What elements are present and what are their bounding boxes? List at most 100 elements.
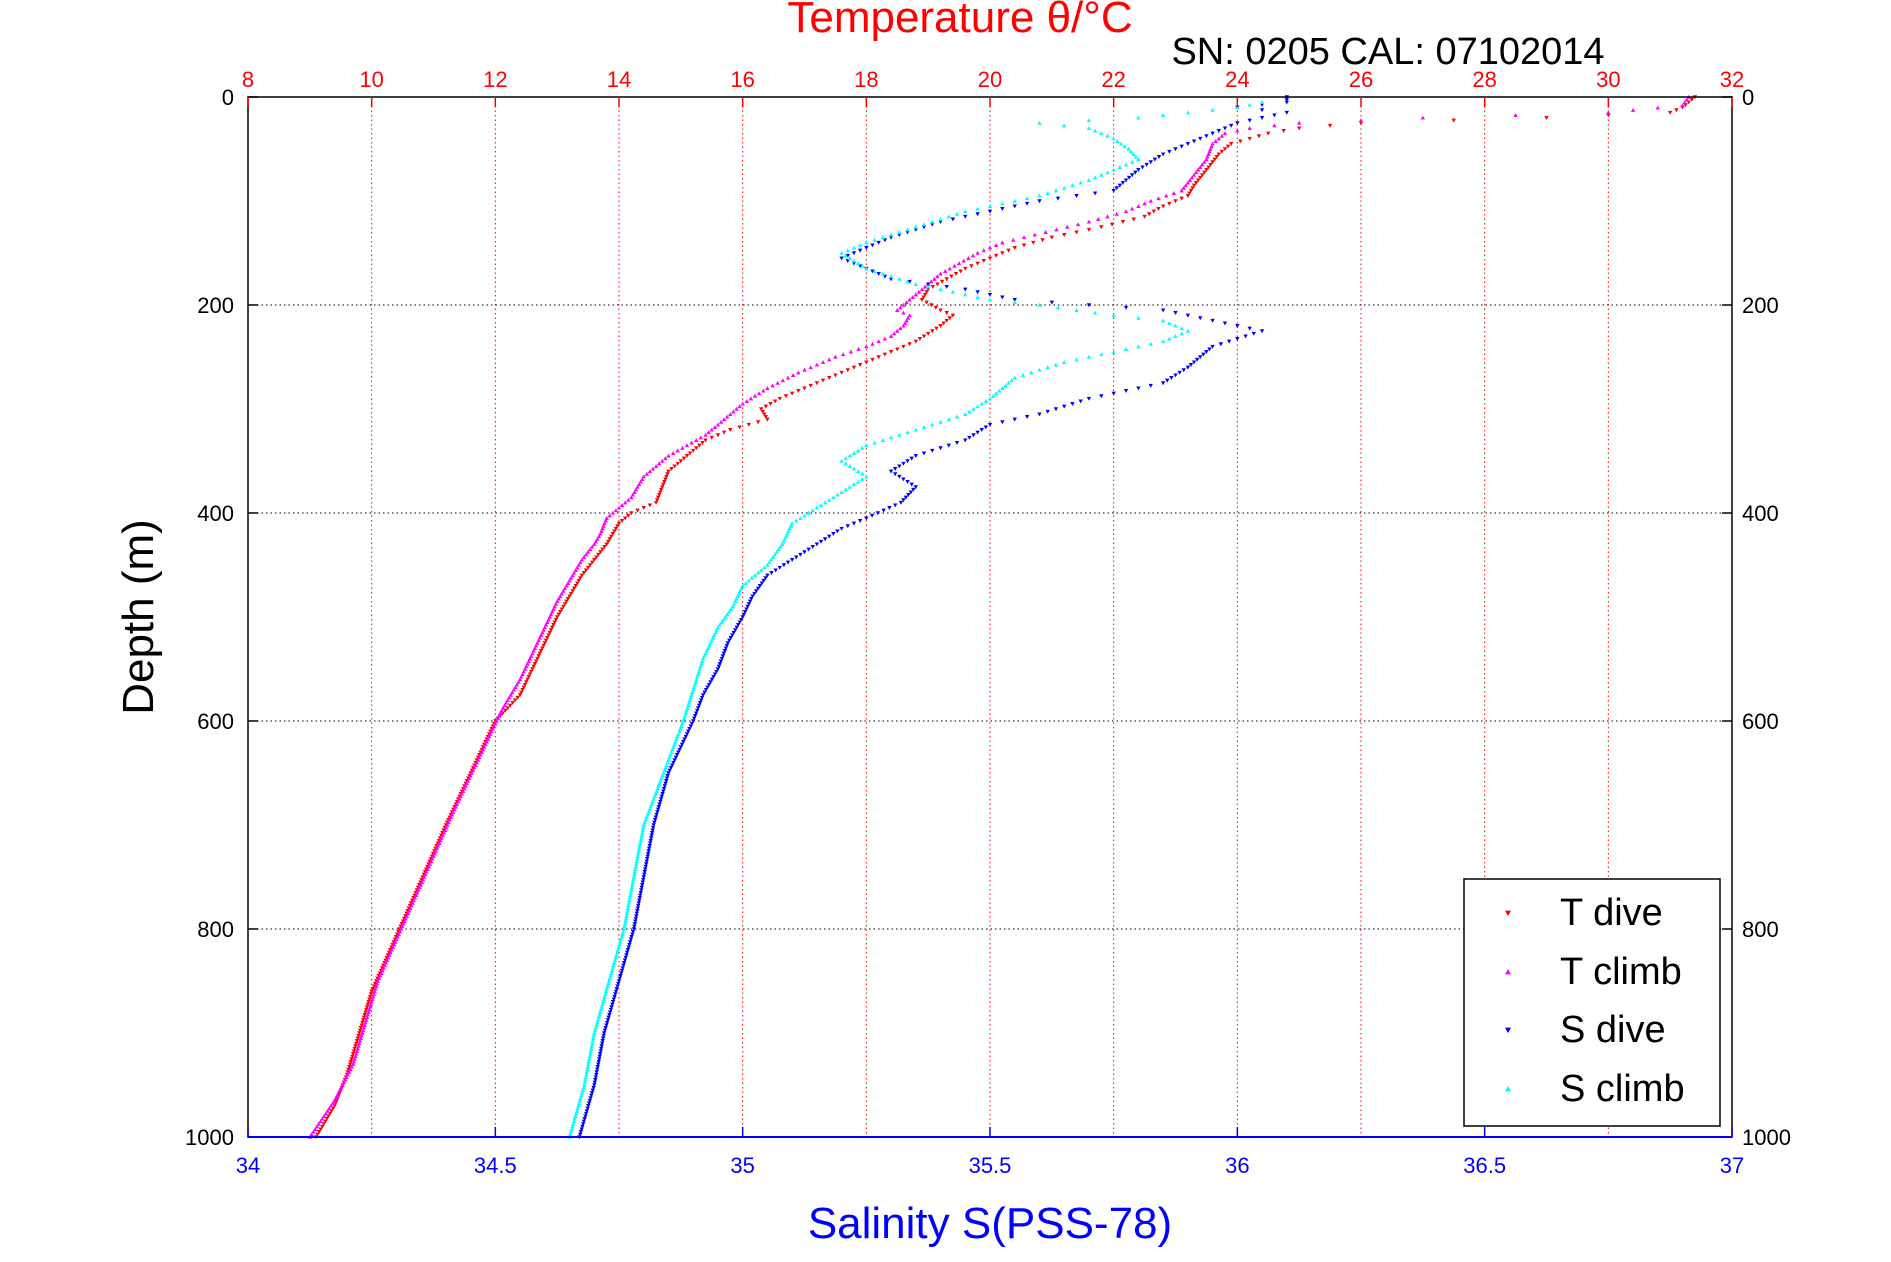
data-point — [356, 1043, 361, 1048]
data-point — [605, 1018, 611, 1023]
data-point — [594, 1023, 599, 1027]
data-point — [697, 666, 702, 671]
y-tick-label-left: 800 — [197, 917, 234, 942]
data-point — [728, 428, 733, 432]
data-point — [1074, 308, 1079, 312]
data-point — [1086, 303, 1092, 308]
data-point — [1630, 107, 1636, 112]
data-point — [851, 451, 857, 455]
data-point — [632, 872, 637, 877]
data-point — [1117, 165, 1123, 169]
data-point — [950, 289, 956, 294]
data-point — [870, 243, 875, 248]
data-point — [593, 1025, 598, 1030]
data-point — [1667, 110, 1673, 115]
data-point — [318, 1127, 323, 1132]
data-point — [595, 1065, 600, 1069]
data-point — [607, 537, 612, 542]
data-point — [698, 435, 704, 440]
data-point — [1074, 194, 1079, 198]
data-point — [1216, 152, 1221, 157]
data-point — [370, 987, 376, 991]
data-point — [783, 394, 789, 399]
data-point — [623, 916, 629, 921]
data-point — [562, 602, 568, 607]
data-point — [1099, 394, 1104, 399]
data-point — [1204, 350, 1209, 354]
data-point — [633, 487, 639, 492]
data-point — [1259, 116, 1265, 120]
data-point — [324, 1117, 330, 1121]
data-point — [759, 568, 764, 572]
data-point — [683, 734, 688, 739]
data-point — [798, 552, 803, 557]
data-point — [851, 365, 857, 370]
data-point — [759, 581, 765, 586]
data-point — [1012, 298, 1017, 302]
data-point — [329, 1109, 334, 1114]
data-point — [366, 1000, 371, 1004]
data-point — [1218, 342, 1224, 347]
data-point — [1012, 417, 1017, 422]
legend: T dive T climb S dive S climb — [1463, 878, 1721, 1127]
data-point — [695, 674, 700, 679]
data-point — [350, 1052, 356, 1056]
data-point — [500, 711, 505, 716]
data-point — [745, 604, 750, 609]
data-point — [612, 958, 618, 962]
data-point — [709, 427, 714, 432]
data-point — [1123, 162, 1129, 167]
data-point — [1070, 402, 1075, 406]
data-point — [767, 560, 772, 565]
data-point — [634, 914, 639, 919]
data-point — [627, 940, 633, 945]
data-point — [1012, 300, 1017, 305]
data-point — [747, 599, 753, 604]
data-point — [1187, 191, 1192, 196]
data-point — [620, 966, 625, 971]
data-point — [725, 612, 730, 617]
data-point — [935, 282, 940, 287]
data-point — [818, 503, 824, 507]
data-point — [839, 256, 844, 261]
data-point — [864, 266, 869, 271]
data-point — [864, 240, 869, 245]
data-point — [1189, 175, 1195, 180]
data-point — [546, 633, 551, 638]
data-point — [1114, 211, 1119, 216]
data-point — [1006, 248, 1011, 253]
data-point — [340, 1082, 345, 1087]
data-point — [630, 880, 636, 884]
data-point — [913, 282, 918, 286]
data-point — [946, 417, 951, 422]
legend-box — [1463, 878, 1721, 1127]
data-point — [637, 843, 642, 848]
data-point — [744, 607, 749, 612]
data-point — [1247, 136, 1252, 141]
data-point — [913, 292, 918, 297]
data-point — [641, 506, 646, 510]
data-point — [1420, 115, 1426, 120]
data-point — [615, 524, 620, 529]
data-point — [843, 456, 848, 461]
data-point — [583, 1111, 589, 1116]
data-point — [987, 245, 993, 250]
data-point — [609, 968, 615, 973]
data-point — [1148, 383, 1153, 388]
data-point — [966, 256, 971, 260]
data-point — [691, 687, 696, 692]
data-point — [756, 391, 762, 396]
data-point — [967, 435, 972, 440]
data-point — [905, 459, 910, 464]
data-point — [888, 277, 894, 282]
data-point — [930, 422, 935, 427]
data-point — [665, 472, 670, 477]
data-point — [705, 685, 710, 690]
legend-marker — [1505, 1027, 1511, 1033]
data-point — [515, 695, 520, 700]
data-point — [598, 1049, 603, 1054]
data-point — [1043, 230, 1048, 234]
data-point — [634, 859, 640, 864]
data-point — [905, 230, 910, 235]
data-point — [556, 612, 561, 617]
